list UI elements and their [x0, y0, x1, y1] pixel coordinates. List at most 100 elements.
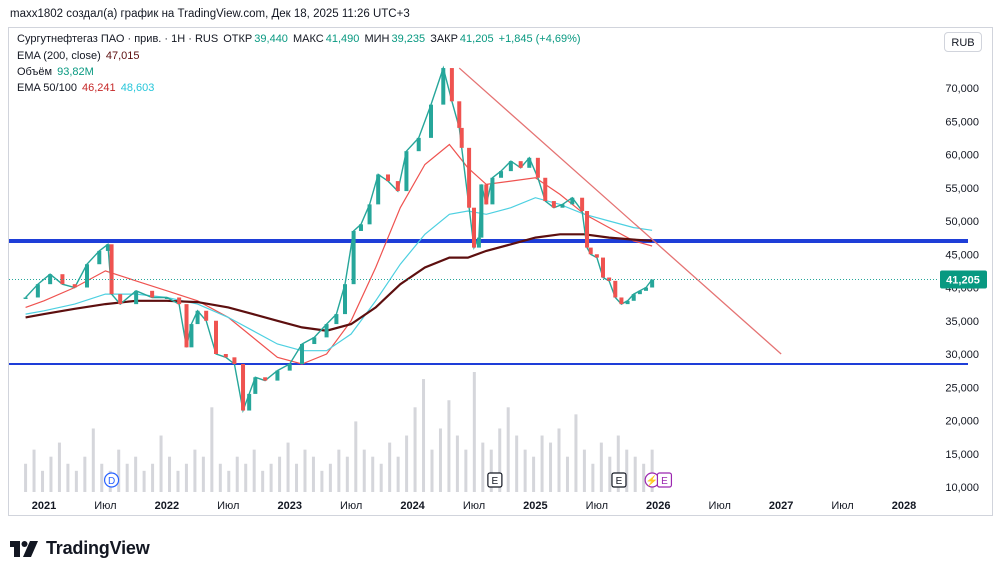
price-candle [48, 274, 53, 285]
price-candle [134, 290, 139, 305]
price-candle [109, 244, 114, 295]
price-candle [490, 177, 495, 205]
volume-bar [388, 442, 392, 492]
price-candle [650, 279, 655, 288]
volume-bar [218, 463, 222, 492]
last-price-tag [940, 270, 987, 289]
currency-button[interactable]: RUB [944, 32, 982, 52]
volume-bar [362, 449, 366, 492]
price-candle [275, 370, 280, 381]
price-candle [644, 287, 648, 291]
volume-bar [413, 407, 417, 492]
volume-bar [523, 449, 527, 492]
legend-ema50-100-label: EMA 50/100 [17, 82, 77, 94]
volume-bar [41, 470, 45, 492]
price-candle [324, 324, 329, 338]
volume-bar [193, 449, 197, 492]
ema-200-line [25, 233, 653, 332]
volume-bar [269, 463, 273, 492]
volume-bar [540, 435, 544, 492]
price-candle [287, 363, 292, 371]
volume-bar [295, 463, 299, 492]
volume-bar [159, 435, 163, 492]
event-marker-label: E [492, 476, 499, 487]
price-candle [508, 161, 513, 172]
volume-bar [244, 463, 248, 492]
price-candle [601, 257, 605, 278]
volume-bar [574, 414, 578, 492]
y-tick-label: 70,000 [945, 83, 979, 95]
chart-credit: maxx1802 создал(а) график на TradingView… [10, 8, 410, 20]
price-candle [631, 294, 636, 301]
volume-bar [633, 456, 637, 492]
x-tick-label: 2023 [277, 500, 301, 512]
x-tick-label: Июл [217, 500, 239, 512]
volume-bar [464, 449, 468, 492]
legend-ema50-100-row[interactable]: EMA 50/100 46,241 48,603 [17, 82, 156, 94]
volume-bar [489, 449, 493, 492]
volume-bar [184, 463, 188, 492]
price-candle [177, 297, 182, 305]
y-tick-label: 65,000 [945, 116, 979, 128]
volume-bar [201, 456, 205, 492]
volume-bar [74, 470, 78, 492]
volume-bar [599, 442, 603, 492]
x-tick-label: Июл [709, 500, 731, 512]
price-candle [97, 250, 102, 265]
volume-bar [142, 470, 146, 492]
earnings-marker [611, 472, 627, 488]
volume-bar [455, 435, 459, 492]
volume-bar [515, 435, 519, 492]
x-tick-label: 2021 [32, 500, 56, 512]
volume-bar [591, 463, 595, 492]
price-candle [619, 297, 624, 305]
volume-bar [66, 463, 70, 492]
volume-bar [582, 449, 586, 492]
dividend-marker [103, 472, 120, 488]
price-candle [367, 204, 372, 225]
y-tick-label: 20,000 [945, 416, 979, 428]
price-candle [499, 171, 504, 178]
event-marker-label: ⚡ [646, 474, 658, 487]
price-candle [232, 357, 237, 364]
volume-bar [261, 470, 265, 492]
price-candle [441, 68, 446, 105]
legend-ohlc-row: Сургутнефтегаз ПАО · прив. · 1Н · RUS ОТ… [17, 33, 583, 45]
price-candle [150, 290, 155, 298]
legend-low-label: МИН [364, 33, 390, 45]
legend-volume-row[interactable]: Объём 93,82M [17, 66, 96, 78]
price-candle [351, 230, 356, 285]
volume-bar [49, 456, 53, 492]
tradingview-logo[interactable]: TradingView [10, 538, 150, 559]
tradingview-logo-text: TradingView [46, 538, 150, 558]
legend-change: +1,845 (+4,69%) [498, 33, 581, 45]
volume-bar [57, 442, 61, 492]
legend-ema200-value: 47,015 [105, 50, 140, 62]
volume-bar [396, 456, 400, 492]
volume-bar [438, 428, 442, 492]
price-candle [585, 211, 590, 248]
price-candle [560, 204, 565, 208]
x-tick-label: 2025 [523, 500, 547, 512]
legend-ema200-row[interactable]: EMA (200, close) 47,015 [17, 50, 141, 62]
x-tick-label: 2028 [892, 500, 916, 512]
tradingview-logo-icon [10, 540, 38, 557]
legend-symbol[interactable]: Сургутнефтегаз ПАО · прив. · 1Н · RUS [17, 33, 219, 45]
earnings-marker [656, 472, 673, 488]
price-candle [429, 104, 433, 138]
legend-ema200-label: EMA (200, close) [17, 50, 101, 62]
volume-bar [625, 449, 629, 492]
price-candle [23, 297, 28, 299]
y-tick-label: 60,000 [945, 150, 979, 162]
price-candle [594, 254, 599, 258]
price-candle [312, 337, 317, 345]
volume-bar [447, 400, 451, 492]
downtrend-line [458, 67, 782, 355]
last-price-label: 41,205 [946, 274, 980, 286]
price-candle [570, 197, 575, 205]
volume-bar [354, 421, 358, 492]
price-candle [241, 363, 246, 411]
volume-bar [24, 463, 28, 492]
volume-bar [472, 372, 476, 492]
